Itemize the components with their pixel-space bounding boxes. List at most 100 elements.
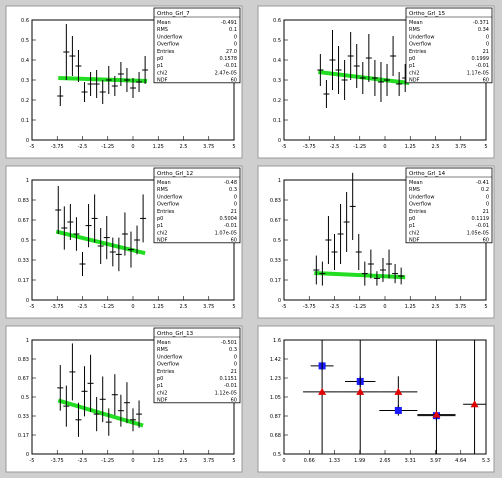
x-tick-label: -5 (282, 304, 287, 310)
data-point-triangle (470, 400, 479, 408)
x-tick-label: -3.75 (51, 144, 64, 150)
x-tick-label: -3.75 (51, 304, 64, 310)
stats-value: 21 (231, 209, 237, 215)
y-tick-label: 1.42 (270, 357, 281, 363)
x-tick-label: -1.25 (101, 458, 114, 464)
x-tick-label: 3.75 (203, 458, 214, 464)
stats-label: Underflow (157, 34, 182, 40)
stats-label: Entries (409, 209, 427, 215)
stats-label: RMS (157, 187, 168, 193)
stats-label: Entries (157, 49, 175, 55)
x-tick-label: -3.75 (303, 144, 316, 150)
x-tick-label: 1.33 (329, 458, 340, 464)
y-tick-label: 0.17 (270, 278, 281, 284)
stats-label: chi2 (157, 70, 168, 76)
x-tick-label: 1.25 (153, 304, 164, 310)
y-tick-label: 0.4 (21, 58, 29, 64)
stats-box (153, 167, 241, 244)
x-tick-label: 3.31 (405, 458, 416, 464)
y-tick-label: 0.83 (18, 198, 29, 204)
x-tick-label: 1.99 (354, 458, 365, 464)
x-tick-label: 3.75 (455, 144, 466, 150)
stats-label: chi2 (157, 230, 168, 236)
x-tick-label: 2.5 (432, 144, 440, 150)
x-tick-label: -2.5 (78, 304, 88, 310)
chart-panel-2: -5 -3.75 -2.5 -1.25 0 1.25 2.5 3.75 5 0 0.1 0.2 0.3 0… (257, 5, 495, 159)
y-tick-label: 0.3 (273, 78, 281, 84)
y-tick-label: 0.5 (273, 452, 281, 458)
stats-box (153, 7, 241, 84)
y-tick-label: 0.1 (21, 118, 29, 124)
stats-label: RMS (409, 27, 420, 33)
x-tick-label: -5 (30, 458, 35, 464)
stats-label: NDF (157, 78, 168, 84)
stats-box (405, 167, 493, 244)
x-tick-label: 5 (484, 304, 487, 310)
y-tick-label: 0 (278, 298, 281, 304)
y-tick-label: 0.33 (18, 258, 29, 264)
stats-label: p0 (157, 216, 163, 222)
stats-value: 60 (483, 238, 489, 244)
y-tick-label: 0.33 (18, 414, 29, 420)
stats-value: 0.3 (229, 347, 237, 353)
stats-label: Overflow (157, 202, 179, 208)
stats-value: 21 (231, 369, 237, 375)
x-tick-label: 2.5 (432, 304, 440, 310)
stats-value: -0.01 (476, 223, 489, 229)
stats-value: -0.01 (224, 223, 237, 229)
stats-label: Mean (409, 20, 423, 26)
stats-value: 0.2 (481, 187, 489, 193)
x-tick-label: -2.5 (330, 144, 340, 150)
stats-label: RMS (409, 187, 420, 193)
chart-panel-4: -5 -3.75 -2.5 -1.25 0 1.25 2.5 3.75 5 0 0.17 0.33 0.… (257, 165, 495, 319)
stats-value: -0.01 (476, 63, 489, 69)
x-tick-label: 0 (131, 304, 134, 310)
x-tick-label: 3.75 (203, 144, 214, 150)
x-tick-label: 0 (131, 144, 134, 150)
stats-value: 2.47e-05 (215, 70, 237, 76)
fit-line (57, 398, 144, 428)
stats-value: 0 (234, 354, 237, 360)
stats-value: 1.17e-05 (467, 70, 489, 76)
x-tick-label: 2.5 (180, 304, 188, 310)
y-tick-label: 0.3 (21, 78, 29, 84)
x-tick-label: -5 (30, 144, 35, 150)
x-tick-label: -1.25 (353, 304, 366, 310)
x-tick-label: 3.97 (430, 458, 441, 464)
stats-value: 0.1151 (220, 376, 238, 382)
x-tick-label: -2.5 (78, 144, 88, 150)
x-tick-label: -3.75 (51, 458, 64, 464)
stats-box (153, 327, 241, 404)
stats-value: 0 (234, 194, 237, 200)
y-tick-label: 0.5 (21, 38, 29, 44)
stats-label: Mean (409, 180, 423, 186)
stats-label: RMS (157, 347, 168, 353)
stats-title: Ortho_Grl_13 (157, 331, 194, 337)
stats-label: Overflow (409, 42, 431, 48)
y-tick-label: 0.83 (18, 357, 29, 363)
stats-value: 0 (486, 194, 489, 200)
stats-value: -0.371 (473, 20, 489, 26)
x-tick-label: 4.64 (455, 458, 466, 464)
stats-label: Mean (157, 20, 171, 26)
stats-label: p1 (409, 63, 415, 69)
x-tick-label: -1.25 (101, 304, 114, 310)
stats-value: -0.501 (221, 340, 237, 346)
stats-label: p1 (157, 223, 163, 229)
y-tick-label: 1 (26, 338, 29, 344)
x-tick-label: 5 (232, 144, 235, 150)
stats-value: 0.1119 (472, 216, 490, 222)
stats-value: 60 (231, 238, 237, 244)
stats-label: p0 (157, 376, 163, 382)
y-tick-label: 0.1 (273, 118, 281, 124)
stats-value: 60 (483, 78, 489, 84)
x-tick-label: 5 (232, 304, 235, 310)
stats-value: 0.1 (229, 27, 237, 33)
x-tick-label: 5 (484, 144, 487, 150)
stats-label: chi2 (409, 230, 420, 236)
x-tick-label: 2.5 (180, 458, 188, 464)
stats-label: Overflow (157, 362, 179, 368)
stats-value: -0.01 (224, 63, 237, 69)
stats-value: 0.5004 (220, 216, 238, 222)
